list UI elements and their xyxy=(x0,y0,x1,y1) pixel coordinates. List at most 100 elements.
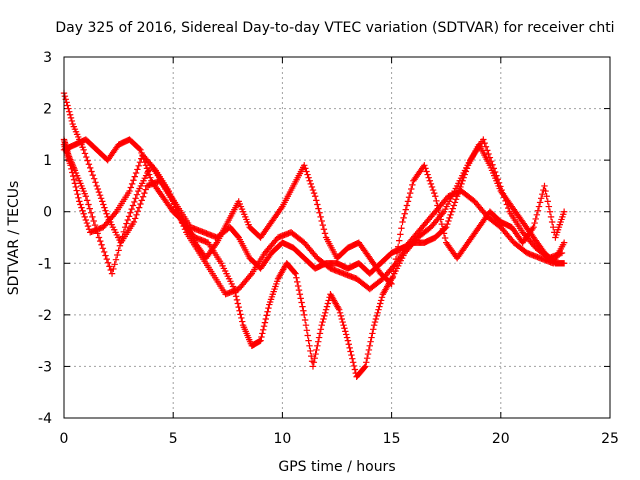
data-point xyxy=(348,351,355,359)
data-point xyxy=(369,330,376,337)
x-tick-label: 15 xyxy=(383,431,401,447)
data-point xyxy=(296,291,304,298)
data-point xyxy=(311,193,319,200)
data-point xyxy=(432,193,439,200)
data-point xyxy=(449,205,456,212)
data-point xyxy=(316,330,324,337)
data-point xyxy=(82,216,90,224)
data-point xyxy=(128,180,136,188)
data-point xyxy=(315,205,322,212)
data-point xyxy=(309,363,317,370)
data-point xyxy=(342,328,349,335)
data-point xyxy=(170,198,177,205)
data-point xyxy=(545,203,553,210)
data-point xyxy=(83,153,90,161)
data-point xyxy=(297,295,304,302)
data-point xyxy=(428,183,436,191)
plot-frame xyxy=(63,56,611,419)
data-point xyxy=(67,162,74,169)
data-point xyxy=(323,303,331,310)
data-point xyxy=(298,299,305,306)
data-point xyxy=(65,105,72,112)
data-point xyxy=(321,230,329,237)
data-point xyxy=(377,297,385,304)
data-point xyxy=(397,231,404,238)
data-point xyxy=(81,150,89,157)
data-point xyxy=(422,165,429,172)
data-point xyxy=(82,193,90,200)
data-point xyxy=(452,196,460,203)
data-point xyxy=(263,312,270,319)
data-point xyxy=(392,255,400,263)
data-point xyxy=(448,208,455,215)
data-point xyxy=(125,213,133,220)
x-tick-label: 10 xyxy=(273,431,291,447)
data-point xyxy=(450,202,458,209)
data-point xyxy=(365,346,373,354)
data-point xyxy=(370,321,378,329)
data-point xyxy=(363,354,371,362)
data-point xyxy=(390,268,397,275)
data-point xyxy=(546,208,554,215)
data-point xyxy=(294,278,301,286)
data-point xyxy=(93,182,100,190)
data-point xyxy=(399,218,406,226)
data-point xyxy=(133,191,141,198)
data-point xyxy=(132,169,140,177)
data-point xyxy=(490,165,498,172)
data-point xyxy=(72,183,79,191)
data-point xyxy=(308,352,315,360)
data-point xyxy=(137,200,144,208)
data-point xyxy=(314,342,321,349)
data-point xyxy=(86,205,93,212)
data-point xyxy=(88,168,95,175)
data-point xyxy=(121,223,129,231)
data-point xyxy=(99,198,106,205)
data-point xyxy=(320,226,328,233)
data-point xyxy=(342,331,350,338)
data-point xyxy=(364,350,372,358)
data-point xyxy=(83,219,91,227)
data-point xyxy=(238,314,245,322)
data-point xyxy=(439,225,447,232)
data-point xyxy=(304,171,311,178)
data-point xyxy=(114,251,121,259)
data-point xyxy=(322,309,329,316)
data-point xyxy=(112,256,120,263)
data-point xyxy=(303,168,310,175)
data-point xyxy=(132,195,139,202)
data-point xyxy=(402,206,409,213)
data-point xyxy=(89,171,97,179)
data-point xyxy=(542,187,549,195)
data-point xyxy=(444,220,451,228)
data-point xyxy=(127,209,134,216)
data-point xyxy=(102,252,109,259)
data-point xyxy=(494,176,501,183)
y-tick-labels: -4 -3 -2 -1 0 1 2 3 xyxy=(38,50,52,427)
data-point xyxy=(80,146,87,154)
x-tick-label: 0 xyxy=(60,431,69,447)
data-point xyxy=(371,318,379,326)
data-point xyxy=(300,307,307,314)
data-point xyxy=(237,311,244,318)
data-point xyxy=(99,245,107,252)
data-point xyxy=(387,279,394,287)
series-trace-b xyxy=(60,136,566,380)
data-point xyxy=(70,176,78,183)
x-tick-label: 25 xyxy=(601,431,619,447)
data-point xyxy=(302,165,309,172)
data-point xyxy=(374,309,381,316)
data-point xyxy=(424,171,431,178)
data-point xyxy=(317,326,325,333)
data-point xyxy=(172,204,180,211)
data-point xyxy=(341,325,348,332)
data-point xyxy=(501,194,508,201)
data-point xyxy=(486,154,494,161)
data-point xyxy=(303,327,311,334)
data-point xyxy=(376,303,383,310)
chart-title: Day 325 of 2016, Sidereal Day-to-day VTE… xyxy=(55,20,614,36)
data-point xyxy=(347,348,354,355)
data-point xyxy=(69,172,77,180)
data-point xyxy=(485,150,492,158)
data-point xyxy=(375,306,382,313)
